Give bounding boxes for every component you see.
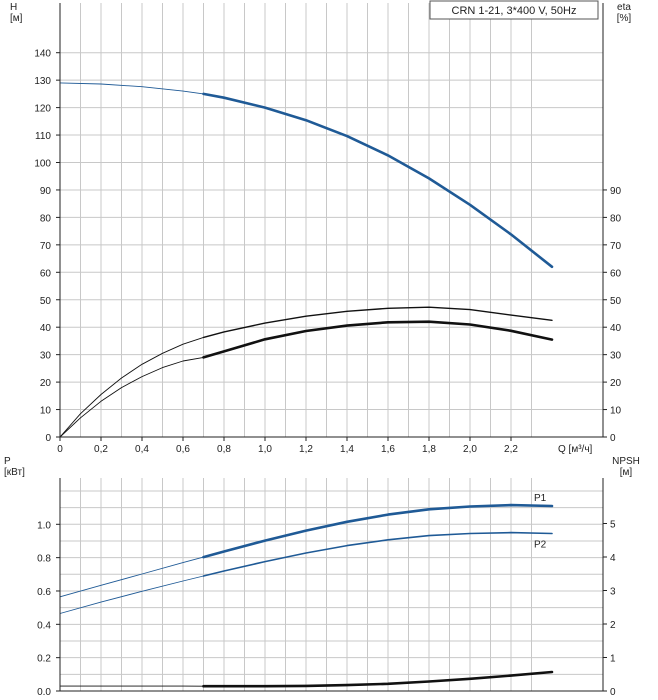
y-tick-label-left: 0.6	[37, 587, 51, 598]
title-box: CRN 1-21, 3*400 V, 50Hz	[429, 0, 599, 20]
y-axis-label-left: H [м]	[10, 2, 23, 24]
top-series	[59, 82, 554, 438]
y-tick-label-right: 20	[610, 378, 622, 389]
series-1-extrapolated	[59, 336, 204, 438]
y-tick-label-right: 5	[610, 520, 616, 531]
y-tick-label-left: 80	[40, 213, 52, 224]
y-tick-label-left: 60	[40, 268, 52, 279]
top-axes: 0 10 20 30 40 50 60 70 80 90 100 110 120 130 140 0 10 20 3…	[10, 2, 631, 455]
y-tick-label-right: 1	[610, 654, 616, 665]
y-tick-label-right: 4	[610, 553, 616, 564]
series-P1-extrapolated	[59, 556, 204, 598]
series-label-p2: P2	[534, 539, 547, 550]
y-tick-label-right: 2	[610, 620, 616, 631]
x-tick-label: 0,4	[135, 444, 149, 455]
chart-title: CRN 1-21, 3*400 V, 50Hz	[452, 5, 577, 17]
y-tick-label-left: 110	[35, 131, 51, 142]
bottom-series	[59, 503, 554, 688]
y-tick-label-right: 50	[610, 296, 622, 307]
series-0-extrapolated	[59, 82, 204, 95]
y-tick-label-left: 100	[34, 159, 51, 170]
series-NPSH-line	[202, 670, 554, 688]
y-tick-label-right: 10	[610, 406, 622, 417]
y-tick-label-left: 50	[40, 296, 52, 307]
y-tick-label-left: 20	[40, 378, 52, 389]
y-tick-label-right: 80	[610, 213, 622, 224]
y-tick-label-left: 90	[40, 186, 52, 197]
series-2-extrapolated	[59, 356, 204, 438]
bottom-panel: 0.0 0.2 0.4 0.6 0.8 1.0 0 1 2 3 4 5 P [кВт] NPSH [м] P1 P…	[4, 456, 640, 698]
series-label-p1: P1	[534, 493, 547, 504]
y-tick-label-left: 0.0	[37, 687, 51, 698]
series-0-line	[202, 92, 554, 269]
x-tick-label: 1,4	[340, 444, 354, 455]
y-axis-label-right: eta [%]	[617, 2, 632, 24]
series-P2-extrapolated	[59, 575, 204, 614]
y-tick-label-left: 0.8	[37, 554, 51, 565]
x-tick-label: 0,8	[217, 444, 231, 455]
x-tick-label: 2,0	[463, 444, 477, 455]
y-axis-label-left: P [кВт]	[4, 456, 25, 478]
x-tick-label: 0,6	[176, 444, 190, 455]
x-tick-label: 0	[57, 444, 63, 455]
y-tick-label-left: 0	[45, 433, 51, 444]
y-tick-label-left: 0.2	[37, 654, 51, 665]
x-axis-label: Q [м³/ч]	[558, 444, 593, 455]
y-tick-label-right: 3	[610, 587, 616, 598]
series-2-line	[202, 320, 554, 359]
top-panel: 0 10 20 30 40 50 60 70 80 90 100 110 120 130 140 0 10 20 3…	[10, 2, 631, 455]
y-axis-label-right: NPSH [м]	[612, 456, 640, 478]
bottom-axes: 0.0 0.2 0.4 0.6 0.8 1.0 0 1 2 3 4 5 P [кВт] NPSH [м] P1 P…	[4, 456, 640, 698]
x-tick-label: 1,2	[299, 444, 313, 455]
bottom-grid	[60, 478, 603, 691]
y-tick-label-left: 120	[34, 104, 51, 115]
y-tick-label-left: 40	[40, 323, 52, 334]
y-tick-label-left: 10	[40, 406, 52, 417]
y-tick-label-right: 0	[610, 687, 616, 698]
x-tick-label: 0,2	[94, 444, 108, 455]
top-grid	[60, 3, 603, 437]
y-tick-label-right: 70	[610, 241, 622, 252]
x-tick-label: 1,6	[381, 444, 395, 455]
title-box-frame	[429, 0, 599, 20]
series-1-line	[202, 306, 553, 339]
y-tick-label-left: 0.4	[37, 620, 51, 631]
x-tick-label: 1,0	[258, 444, 272, 455]
y-tick-label-left: 130	[34, 76, 51, 87]
series-P1-line	[202, 503, 554, 559]
y-tick-label-right: 60	[610, 268, 622, 279]
series-P2-line	[202, 531, 553, 577]
y-tick-label-left: 140	[34, 49, 51, 60]
y-tick-label-right: 90	[610, 186, 622, 197]
y-tick-label-right: 0	[610, 433, 616, 444]
x-tick-label: 2,2	[504, 444, 518, 455]
x-tick-label: 1,8	[422, 444, 436, 455]
y-tick-label-right: 30	[610, 351, 622, 362]
y-tick-label-right: 40	[610, 323, 622, 334]
y-tick-label-left: 30	[40, 351, 52, 362]
y-tick-label-left: 70	[40, 241, 52, 252]
y-tick-label-left: 1.0	[37, 520, 51, 531]
